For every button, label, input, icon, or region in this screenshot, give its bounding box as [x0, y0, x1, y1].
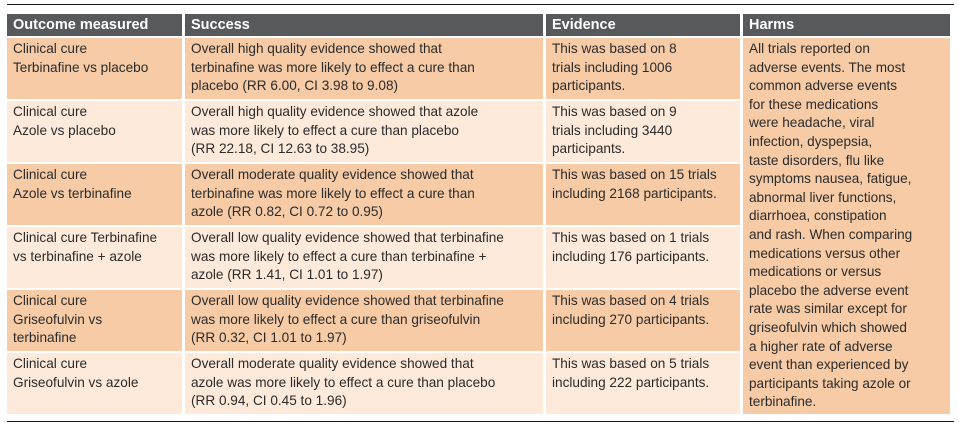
outcome-cell: Clinical cure Griseofulvin vs terbinafine	[7, 290, 182, 351]
outcome-cell: Clinical cure Griseofulvin vs azole	[7, 353, 182, 414]
top-rule	[7, 4, 954, 5]
evidence-cell: This was based on 4 trials including 270 …	[546, 290, 740, 351]
evidence-cell: This was based on 5 trials including 222 …	[546, 353, 740, 414]
header-success: Success	[185, 14, 543, 36]
table-row: Clinical cure Azole vs terbinafine Overal…	[7, 164, 950, 225]
success-cell: Overall high quality evidence showed tha…	[185, 38, 543, 99]
outcome-cell: Clinical cure Terbinafine vs placebo	[7, 38, 182, 99]
outcome-cell: Clinical cure Azole vs terbinafine	[7, 164, 182, 225]
table-row: Clinical cure Terbinafine vs placebo Over…	[7, 38, 950, 414]
evidence-cell: This was based on 9 trials including 3440…	[546, 101, 740, 162]
success-cell: Overall moderate quality evidence showed…	[185, 164, 543, 225]
header-harms: Harms	[743, 14, 950, 36]
table-row: Clinical cure Griseofulvin vs terbinafine …	[7, 290, 950, 351]
success-cell: Overall high quality evidence showed tha…	[185, 101, 543, 162]
evidence-cell: This was based on 8 trials including 1006…	[546, 38, 740, 99]
success-cell: Overall low quality evidence showed that…	[185, 227, 543, 288]
harms-cell: All trials reported on adverse events. Th…	[743, 38, 950, 414]
evidence-cell: This was based on 1 trials including 176 …	[546, 227, 740, 288]
success-cell: Overall low quality evidence showed that…	[185, 290, 543, 351]
bottom-rule	[7, 421, 954, 422]
success-cell: Overall moderate quality evidence showed…	[185, 353, 543, 414]
header-outcome: Outcome measured	[7, 14, 182, 36]
header-evidence: Evidence	[546, 14, 740, 36]
table-row: Clinical cure Terbinafine vs terbinafine …	[7, 227, 950, 288]
evidence-cell: This was based on 15 trials including 216…	[546, 164, 740, 225]
outcome-cell: Clinical cure Terbinafine vs terbinafine …	[7, 227, 182, 288]
evidence-table: Outcome measured Success Evidence Harms …	[4, 12, 953, 416]
table-row: Clinical cure Griseofulvin vs azole Overa…	[7, 353, 950, 414]
outcome-cell: Clinical cure Azole vs placebo	[7, 101, 182, 162]
header-row: Outcome measured Success Evidence Harms	[7, 14, 950, 36]
table-row: Clinical cure Azole vs placebo Overall hi…	[7, 101, 950, 162]
